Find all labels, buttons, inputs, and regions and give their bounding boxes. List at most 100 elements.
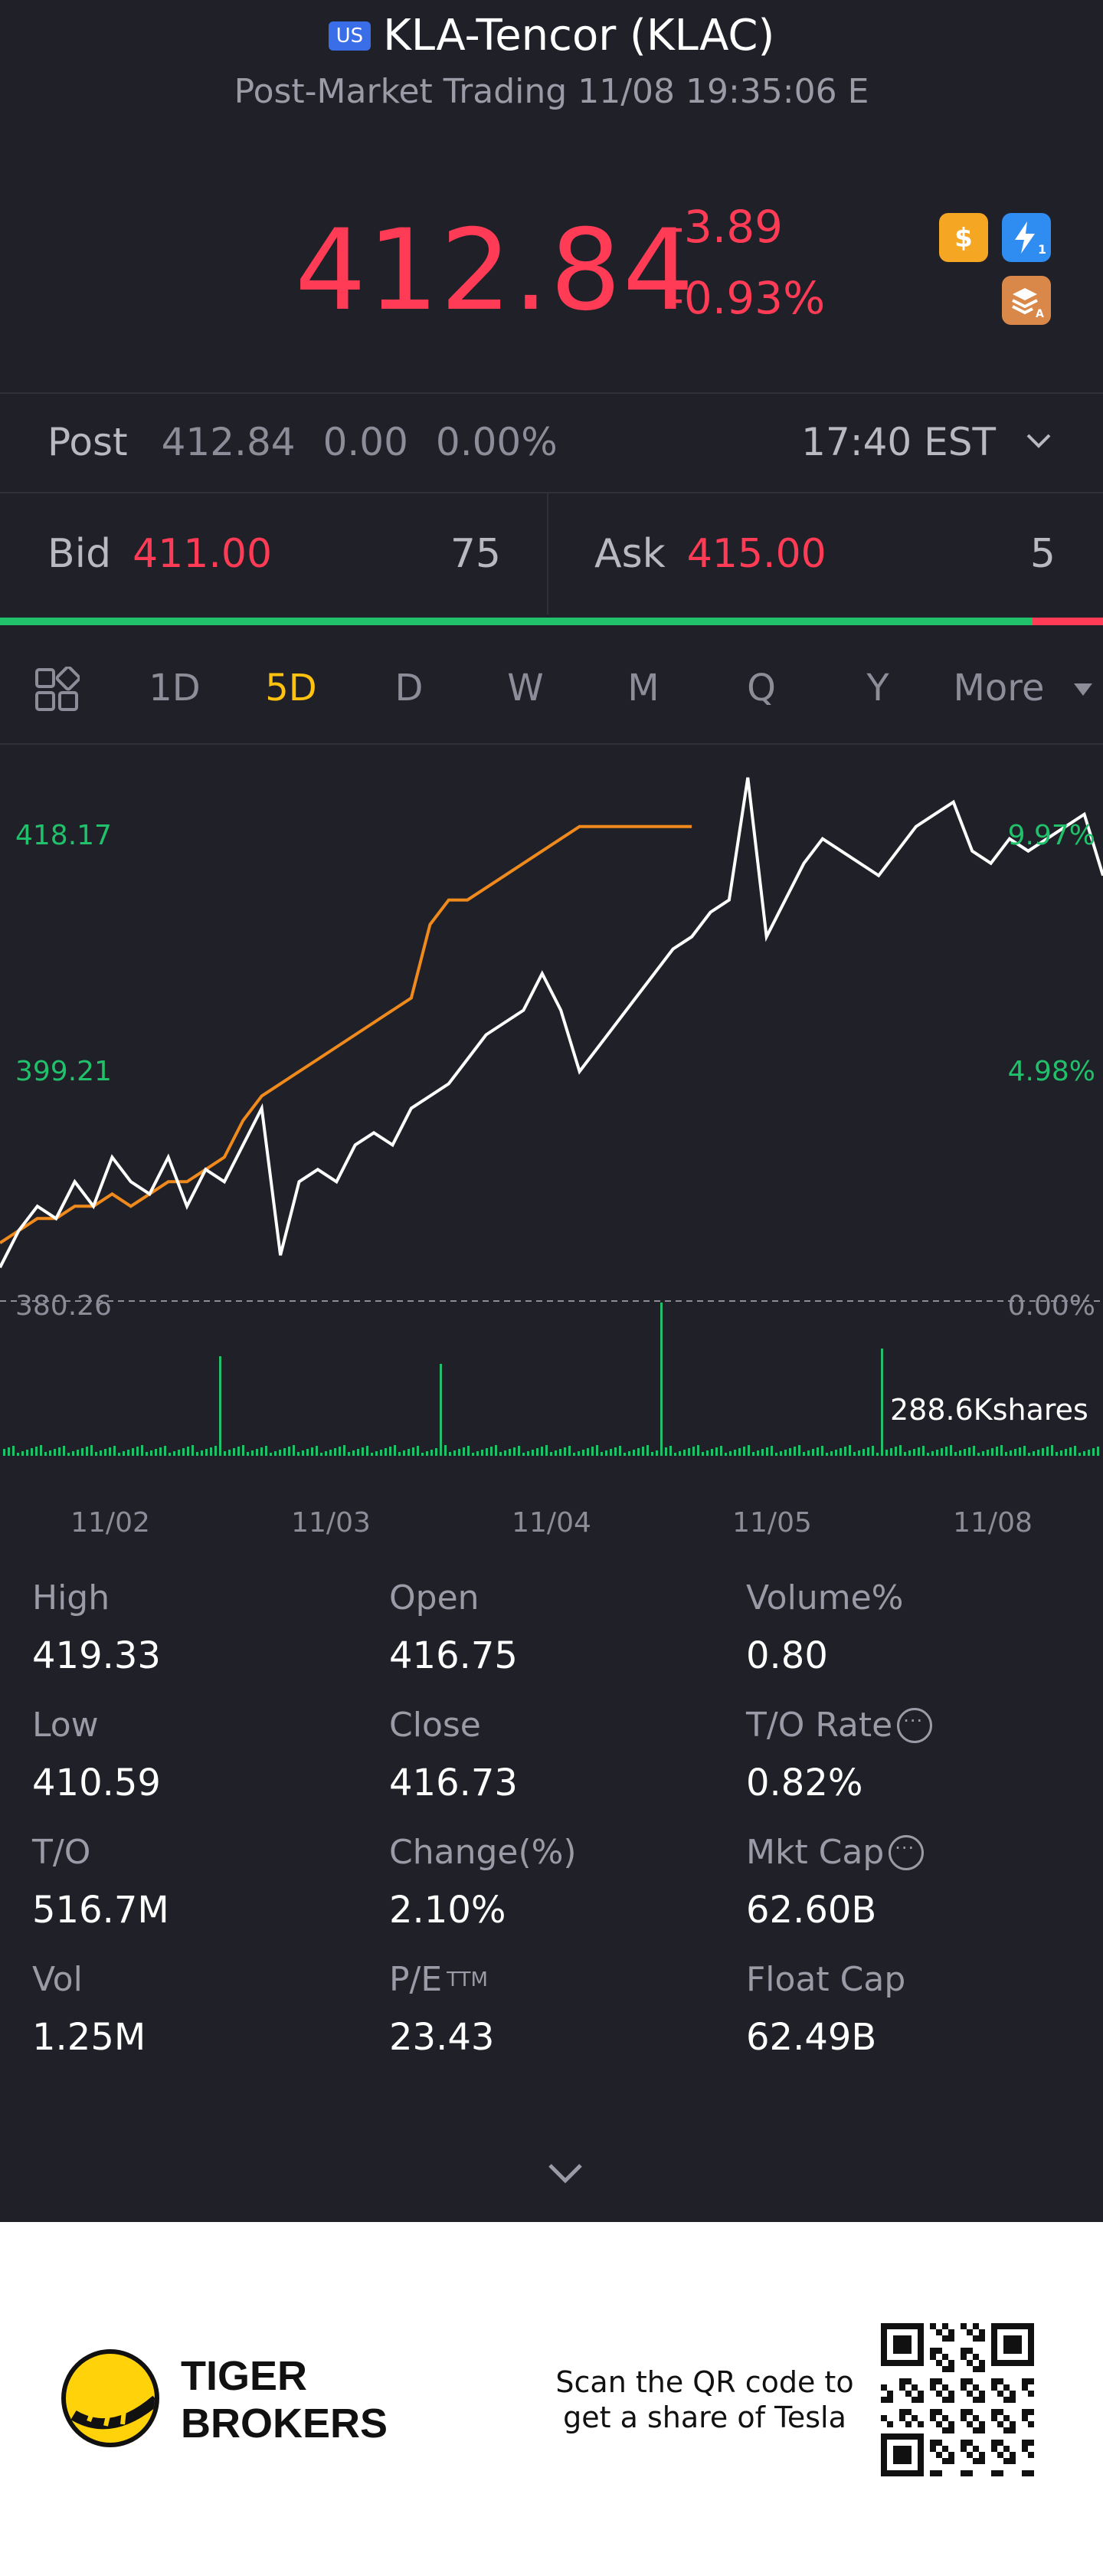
volume-bar xyxy=(132,1448,134,1456)
volume-bar xyxy=(233,1448,235,1456)
volume-bar xyxy=(821,1446,823,1456)
volume-bar xyxy=(444,1445,447,1456)
bid-size: 75 xyxy=(450,531,501,577)
stat-close: Close 416.73 xyxy=(389,1706,518,1804)
x-tick: 11/02 xyxy=(70,1507,150,1539)
volume-bar xyxy=(904,1452,906,1456)
tab-d[interactable]: D xyxy=(394,667,424,710)
chevron-down-icon[interactable] xyxy=(1022,424,1056,458)
stock-title[interactable]: KLA-Tencor (KLAC) xyxy=(383,11,775,61)
tab-more[interactable]: More xyxy=(953,667,1045,710)
volume-bar xyxy=(159,1447,162,1456)
volume-bar xyxy=(210,1447,212,1456)
volume-bar xyxy=(950,1445,952,1456)
volume-bar xyxy=(541,1447,543,1456)
volume-bar xyxy=(610,1449,612,1456)
volume-bar xyxy=(619,1446,621,1456)
post-change: 0.00 xyxy=(322,420,408,464)
volume-bar xyxy=(1023,1446,1026,1456)
volume-bar xyxy=(426,1451,428,1456)
expand-chevron-icon[interactable] xyxy=(545,2159,585,2187)
volume-bar xyxy=(343,1445,345,1456)
stat-turnover-rate: T/O Rate 0.82% xyxy=(746,1706,1083,1804)
tab-q[interactable]: Q xyxy=(747,667,776,710)
volume-bar xyxy=(532,1450,534,1456)
volume-bar xyxy=(237,1447,240,1456)
x-tick: 11/04 xyxy=(512,1507,591,1539)
volume-bar xyxy=(522,1453,525,1456)
more-info-icon[interactable] xyxy=(889,1834,925,1870)
volume-bar xyxy=(665,1447,667,1456)
volume-bar xyxy=(375,1451,378,1456)
stat-change-pct: Change(%) 2.10% xyxy=(389,1833,577,1932)
volume-bar xyxy=(81,1448,83,1456)
tab-w[interactable]: W xyxy=(507,667,544,710)
volume-bar xyxy=(555,1450,557,1456)
caret-down-icon[interactable] xyxy=(1072,682,1094,697)
volume-bar xyxy=(362,1447,364,1456)
bid-cell: Bid 411.00 75 xyxy=(0,493,548,615)
volume-bar xyxy=(136,1447,139,1456)
volume-bar xyxy=(67,1453,70,1456)
volume-bar xyxy=(150,1450,152,1456)
volume-bar xyxy=(536,1448,538,1456)
volume-bar xyxy=(256,1449,258,1456)
volume-bar xyxy=(982,1451,984,1456)
volume-bar xyxy=(830,1451,833,1456)
volume-bar xyxy=(637,1448,640,1456)
volume-bar xyxy=(633,1450,635,1456)
volume-bar xyxy=(527,1451,529,1456)
volume-bar xyxy=(931,1451,934,1456)
volume-bar xyxy=(311,1447,313,1456)
volume-bar xyxy=(127,1450,129,1456)
volume-bar xyxy=(1010,1450,1012,1456)
more-info-icon[interactable] xyxy=(897,1707,933,1743)
volume-bar xyxy=(26,1450,28,1456)
volume-bar xyxy=(394,1445,396,1456)
volume-bar xyxy=(927,1453,929,1456)
y-tick-mid: 399.21 xyxy=(15,1056,112,1087)
volume-bar xyxy=(430,1450,433,1456)
volume-bar xyxy=(440,1364,442,1456)
volume-bar xyxy=(1005,1452,1007,1456)
volume-bar xyxy=(771,1446,773,1456)
volume-bar xyxy=(196,1452,198,1456)
qr-code-icon[interactable] xyxy=(881,2323,1034,2476)
layers-icon[interactable]: A xyxy=(1002,276,1051,325)
volume-bar xyxy=(1014,1449,1016,1456)
volume-bar xyxy=(568,1446,571,1456)
volume-bar xyxy=(784,1450,787,1456)
volume-bar xyxy=(352,1450,355,1456)
volume-bar xyxy=(890,1448,892,1456)
volume-bar xyxy=(1074,1446,1076,1456)
title-row: US KLA-Tencor (KLAC) xyxy=(0,11,1103,61)
tab-1d[interactable]: 1D xyxy=(149,667,201,710)
stat-volume-pct: Volume% 0.80 xyxy=(746,1578,904,1677)
tab-5d[interactable]: 5D xyxy=(265,667,317,710)
volume-bar xyxy=(844,1447,846,1456)
volume-bar xyxy=(669,1446,672,1456)
volume-bar xyxy=(987,1450,989,1456)
volume-bar xyxy=(817,1447,819,1456)
volume-bar xyxy=(881,1349,883,1456)
volume-bar xyxy=(481,1450,483,1456)
volume-bar xyxy=(141,1445,143,1456)
volume-bar xyxy=(895,1447,897,1456)
stat-open: Open 416.75 xyxy=(389,1578,518,1677)
volume-bar xyxy=(674,1453,676,1456)
volume-bar xyxy=(320,1453,322,1456)
dollar-icon[interactable]: $ xyxy=(939,213,988,262)
grid-layout-icon[interactable] xyxy=(34,667,80,713)
volume-bar xyxy=(90,1445,93,1456)
volume-bar xyxy=(499,1452,502,1456)
tab-y[interactable]: Y xyxy=(866,667,889,710)
trading-status: Post-Market Trading 11/08 19:35:06 E xyxy=(234,72,869,111)
volume-bar xyxy=(251,1450,254,1456)
volume-bar xyxy=(591,1447,594,1456)
volume-bar xyxy=(803,1452,805,1456)
volume-bar xyxy=(123,1451,125,1456)
tab-m[interactable]: M xyxy=(627,667,660,710)
y-tick-low: 380.26 xyxy=(15,1290,112,1322)
post-market-row[interactable]: Post 412.84 0.00 0.00% 17:40 EST xyxy=(0,394,1103,490)
lightning-level-1-icon[interactable]: 1 xyxy=(1002,213,1051,262)
